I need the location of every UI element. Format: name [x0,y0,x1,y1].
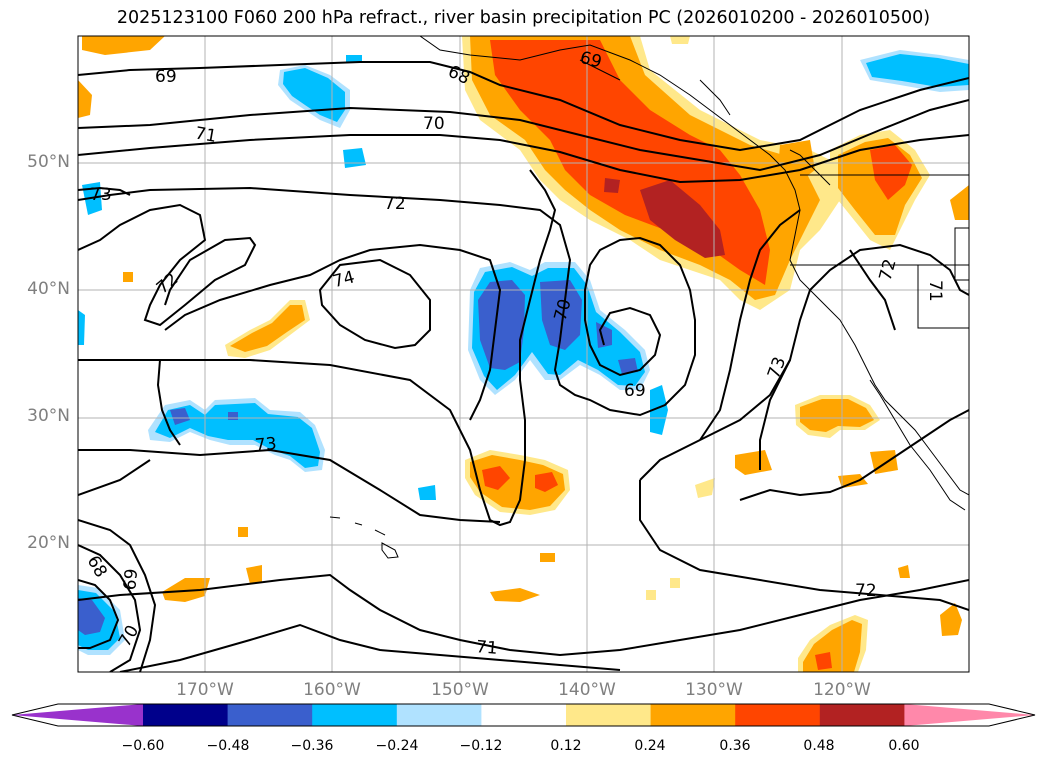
colorbar-tick-label: −0.60 [121,738,165,754]
lon-tick-label: 130°W [685,680,743,700]
negative-anomaly-region [228,412,238,420]
lon-tick-label: 140°W [558,680,616,700]
negative-anomaly-region [78,310,85,345]
positive-anomaly-region [238,527,248,537]
positive-anomaly-region [535,472,558,492]
colorbar-tick-label: −0.24 [375,738,419,754]
negative-anomaly-region [78,598,105,635]
negative-anomaly-region [346,55,362,63]
positive-anomaly-region [940,603,962,636]
colorbar-tick-label: 0.48 [803,738,835,754]
lat-tick-label: 20°N [27,533,70,553]
contour-label: 70 [423,114,445,134]
negative-anomaly-region [540,280,582,350]
positive-anomaly-region [800,399,874,432]
negative-anomaly-region [418,485,436,500]
positive-anomaly-region [670,36,690,44]
lat-tick-label: 40°N [27,279,70,299]
negative-anomaly-region [478,280,525,370]
contour-label: 71 [475,637,498,659]
contour-label: 72 [153,269,182,298]
positive-anomaly-region [490,588,540,602]
positive-anomaly-region [540,553,555,562]
contour-label: 71 [193,123,218,146]
map-frame [77,35,970,673]
positive-anomaly-region [230,305,305,352]
negative-anomaly-region [866,54,969,87]
lon-tick-label: 150°W [431,680,489,700]
contour-label: 69 [120,568,142,591]
colorbar-tick-label: −0.12 [459,738,503,754]
negative-anomaly-region [618,358,638,374]
contour-label: 73 [764,354,790,381]
positive-anomaly-region [870,145,912,200]
contour-label: 72 [855,581,877,601]
positive-anomaly-region [604,178,620,193]
positive-anomaly-region [695,478,715,498]
negative-anomaly-region [343,148,366,168]
contour-label: 72 [384,194,406,214]
contour-label: 69 [155,67,177,87]
contour-label: 71 [925,280,945,302]
contour-label: 74 [331,267,357,292]
contour-label: 73 [254,434,277,456]
lat-lon-grid [78,36,969,672]
positive-anomaly-region [640,180,725,258]
lat-tick-label: 30°N [27,406,70,426]
lon-tick-label: 160°W [303,680,361,700]
colorbar-tick-label: 0.36 [719,738,751,754]
colorbar-tick-label: 0.24 [634,738,666,754]
positive-anomaly-region [78,80,92,118]
contour-label: 69 [624,381,646,401]
negative-anomaly-region [650,385,668,435]
positive-anomaly-region [123,272,133,282]
positive-anomaly-region [950,185,969,220]
colorbar-tick-label: 0.60 [888,738,920,754]
lon-tick-label: 170°W [176,680,234,700]
positive-anomaly-region [670,578,680,588]
positive-anomaly-region [815,652,832,670]
contour-label: 73 [90,185,112,205]
colorbar-tick-label: −0.48 [206,738,250,754]
colorbar-tick-label: −0.36 [290,738,334,754]
negative-anomaly-region [170,408,190,425]
plot-title: 2025123100 F060 200 hPa refract., river … [116,8,931,28]
positive-anomaly-region [246,565,262,584]
lon-tick-label: 120°W [813,680,871,700]
refractivity-contours [78,61,969,672]
positive-anomaly-region [82,36,165,55]
lat-tick-label: 50°N [27,152,70,172]
positive-anomaly-region [646,590,656,600]
contour-label: 72 [876,257,901,283]
positive-anomaly-region [482,466,510,490]
contour-label: 68 [83,552,111,581]
positive-anomaly-region [898,565,910,578]
positive-anomaly-region [838,474,868,488]
colorbar-tick-label: 0.12 [550,738,582,754]
positive-anomaly-region [735,450,772,475]
